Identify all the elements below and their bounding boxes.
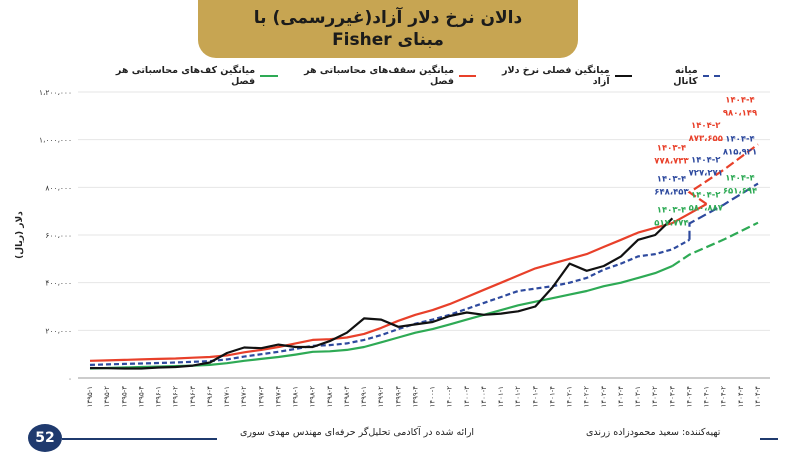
legend-item-floor: میانگین کف‌های محاسباتی هر فصل (110, 65, 278, 87)
chart-legend: میانه کانال میانگین فصلی نرخ دلار آزاد م… (110, 65, 720, 87)
x-tick-label: ۱۳۹۶-۳ (189, 386, 197, 408)
x-tick-label: ۱۳۹۵-۳ (120, 386, 128, 408)
forecast-period-label: ۱۴۰۴-۴ (725, 95, 754, 105)
x-tick-label: ۱۴۰۴-۱ (703, 386, 711, 407)
footer-credit-author: تهیه‌کننده: سعید محمودزاده زرندی (586, 427, 721, 438)
legend-label: میانگین سقف‌های محاسباتی هر فصل (304, 65, 455, 87)
forecast-period-label: ۱۴۰۴-۲ (691, 121, 721, 131)
forecast-value-label: ۸۱۵،۹۲۱ (723, 148, 757, 158)
legend-swatch (614, 75, 633, 77)
y-axis-label: دلار (ریال) (15, 211, 25, 259)
x-tick-label: ۱۳۹۸-۴ (343, 386, 351, 408)
x-tick-label: ۱۴۰۱-۳ (531, 386, 539, 408)
chart-title-box: دالان نرخ دلار آزاد(غیررسمی) با مبنای Fi… (198, 0, 578, 58)
forecast-value-label: ۵۱۷،۷۷۴ (654, 219, 688, 229)
forecast-value-label: ۵۸۰،۸۸۷ (689, 204, 724, 214)
forecast-value-label: ۶۵۱،۶۹۴ (723, 187, 757, 197)
chart-title-line2: مبنای Fisher (332, 30, 444, 50)
x-tick-label: ۱۳۹۸-۲ (309, 386, 317, 408)
legend-label: میانه کانال (673, 65, 698, 87)
x-tick-label: ۱۴۰۳-۴ (685, 386, 693, 408)
forecast-value-label: ۷۷۸،۷۳۳ (654, 156, 689, 166)
y-tick-label: ۱،۲۰۰،۰۰۰ (39, 88, 72, 97)
x-tick-label: ۱۴۰۳-۲ (651, 386, 659, 408)
x-tick-label: ۱۳۹۷-۳ (257, 386, 265, 408)
legend-swatch (459, 75, 477, 77)
x-tick-label: ۱۳۹۹-۱ (360, 386, 368, 407)
x-tick-label: ۱۳۹۷-۱ (223, 386, 231, 407)
x-tick-label: ۱۴۰۲-۱ (566, 386, 574, 407)
x-tick-label: ۱۳۹۵-۲ (103, 386, 111, 408)
x-tick-label: ۱۴۰۴-۳ (737, 386, 745, 408)
x-tick-label: ۱۴۰۰-۲ (446, 386, 454, 408)
y-tick-label: ۸۰۰،۰۰۰ (45, 183, 72, 192)
x-tick-label: ۱۴۰۳-۱ (634, 386, 642, 407)
footer: 52 ارائه شده در آکادمی تحلیل‌گر حرفه‌ای … (0, 418, 800, 454)
x-tick-label: ۱۴۰۲-۴ (617, 386, 625, 408)
chart-title-line1: دالان نرخ دلار آزاد(غیررسمی) با (253, 8, 523, 28)
y-tick-label: ۴۰۰،۰۰۰ (45, 279, 72, 288)
forecast-period-label: ۱۴۰۴-۲ (691, 156, 721, 166)
x-tick-label: ۱۴۰۱-۴ (548, 386, 556, 408)
y-tick-label: ۰ (68, 374, 72, 383)
legend-label: میانگین کف‌های محاسباتی هر فصل (115, 65, 256, 87)
footer-credit-academy: ارائه شده در آکادمی تحلیل‌گر حرفه‌ای مهن… (240, 427, 475, 438)
forecast-line (671, 221, 759, 267)
forecast-value-label: ۸۷۳،۶۵۵ (689, 134, 723, 144)
x-tick-label: ۱۳۹۷-۲ (240, 386, 248, 408)
series-line (89, 217, 674, 370)
x-tick-label: ۱۳۹۵-۴ (137, 386, 145, 408)
legend-item-ceiling: میانگین سقف‌های محاسباتی هر فصل (300, 65, 477, 87)
forecast-value-label: ۹۸۰،۱۴۹ (723, 108, 758, 118)
legend-swatch (702, 75, 720, 77)
legend-label: میانگین فصلی نرخ دلار آزاد (502, 65, 610, 87)
series-line (89, 203, 708, 362)
x-tick-label: ۱۳۹۸-۳ (326, 386, 334, 408)
line-chart: ۰ ۲۰۰،۰۰۰ ۴۰۰،۰۰۰ ۶۰۰،۰۰۰ ۸۰۰،۰۰۰ ۱،۰۰۰،۰۰۰ ۱،… (15, 88, 770, 408)
x-tick-label: ۱۳۹۶-۱ (155, 386, 163, 407)
x-tick-label: ۱۴۰۰-۱ (429, 386, 437, 407)
legend-item-channel-mid: میانه کانال (654, 65, 720, 87)
x-tick-label: ۱۴۰۳-۳ (668, 386, 676, 408)
forecast-period-label: ۱۴۰۳-۴ (657, 206, 686, 216)
x-tick-label: ۱۴۰۴-۴ (754, 386, 762, 408)
forecast-value-label: ۶۴۸،۴۵۳ (654, 187, 689, 197)
x-tick-label: ۱۳۹۶-۴ (206, 386, 214, 408)
footer-rule-right (760, 438, 778, 440)
forecast-period-label: ۱۴۰۳-۴ (657, 174, 686, 184)
forecast-period-label: ۱۴۰۴-۴ (725, 174, 754, 184)
x-tick-label: ۱۳۹۶-۲ (172, 386, 180, 408)
x-tick-label: ۱۳۹۹-۲ (377, 386, 385, 408)
legend-swatch (260, 75, 278, 77)
x-tick-label: ۱۳۹۹-۳ (394, 386, 402, 408)
x-tick-label: ۱۳۹۷-۴ (274, 386, 282, 408)
forecast-period-label: ۱۴۰۴-۴ (725, 135, 754, 145)
x-tick-label: ۱۴۰۰-۳ (463, 386, 471, 408)
x-tick-label: ۱۴۰۲-۳ (600, 386, 608, 408)
series-line (89, 264, 673, 370)
y-tick-label: ۱،۰۰۰،۰۰۰ (39, 136, 72, 145)
forecast-line (687, 143, 759, 205)
x-tick-label: ۱۴۰۱-۱ (497, 386, 505, 407)
x-tick-label: ۱۳۹۹-۴ (411, 386, 419, 408)
forecast-period-label: ۱۴۰۳-۴ (657, 143, 686, 153)
y-tick-label: ۶۰۰،۰۰۰ (45, 231, 72, 240)
forecast-period-label: ۱۴۰۴-۲ (691, 191, 721, 201)
page-number: 52 (28, 424, 62, 452)
y-tick-label: ۲۰۰،۰۰۰ (45, 326, 72, 335)
x-tick-label: ۱۴۰۱-۲ (514, 386, 522, 408)
x-tick-label: ۱۳۹۵-۱ (86, 386, 94, 407)
series-line (89, 238, 691, 366)
legend-item-free-rate: میانگین فصلی نرخ دلار آزاد (498, 65, 633, 87)
x-tick-label: ۱۴۰۲-۲ (583, 386, 591, 408)
forecast-value-label: ۷۲۷،۲۷۱ (689, 169, 723, 179)
x-tick-label: ۱۳۹۸-۱ (292, 386, 300, 407)
x-tick-label: ۱۴۰۴-۲ (720, 386, 728, 408)
forecast-line (688, 182, 759, 240)
x-tick-label: ۱۴۰۰-۴ (480, 386, 488, 408)
footer-rule-left (62, 438, 217, 440)
